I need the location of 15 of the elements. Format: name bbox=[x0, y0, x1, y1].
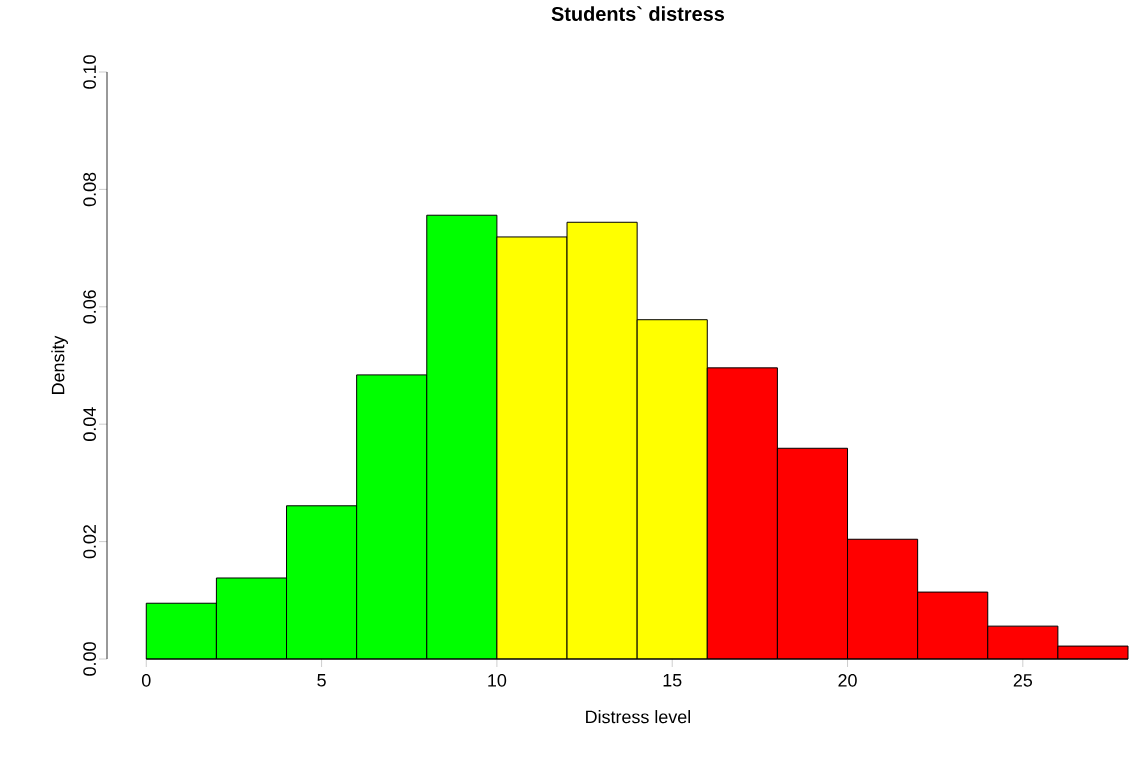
y-tick-label: 0.08 bbox=[83, 172, 96, 207]
x-tick-label: 15 bbox=[663, 674, 682, 687]
y-tick-label: 0.00 bbox=[83, 642, 96, 676]
y-tick-label: 0.02 bbox=[83, 525, 96, 559]
x-tick-label: 25 bbox=[1013, 674, 1033, 687]
x-tick-label: 10 bbox=[488, 674, 507, 687]
x-tick-label: 20 bbox=[838, 674, 857, 687]
chart-title: Students` distress bbox=[551, 6, 725, 21]
x-tick-label: 0 bbox=[141, 674, 151, 687]
y-tick-label: 0.04 bbox=[83, 407, 96, 441]
x-axis-title: Distress level bbox=[586, 710, 691, 724]
y-axis-title: Density bbox=[51, 335, 68, 394]
y-tick-label: 0.10 bbox=[83, 55, 96, 89]
x-tick-label: 5 bbox=[317, 674, 326, 687]
y-tick-label: 0.06 bbox=[83, 290, 96, 324]
